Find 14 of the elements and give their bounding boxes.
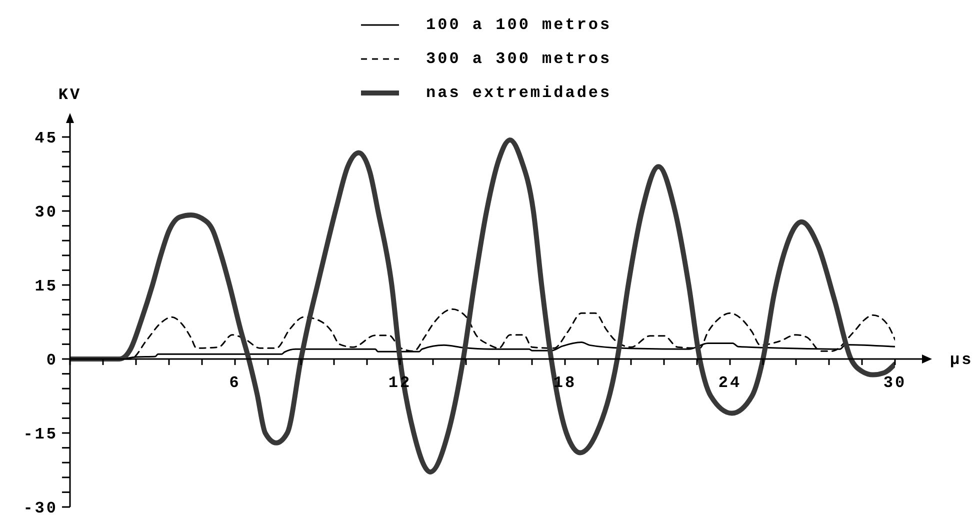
y-tick-label: 45: [34, 130, 58, 148]
y-tick-label: 15: [34, 278, 58, 296]
y-tick-label: -15: [23, 426, 58, 444]
y-tick-label: 0: [46, 352, 58, 370]
legend-label: nas extremidades: [426, 84, 612, 102]
legend-label: 300 a 300 metros: [426, 50, 612, 68]
x-tick-label: 6: [229, 374, 241, 392]
y-axis-title: KV: [58, 86, 82, 104]
y-tick-label: 30: [34, 204, 58, 222]
legend-label: 100 a 100 metros: [426, 16, 612, 34]
x-tick-label: 24: [718, 374, 742, 392]
x-axis-title: µs: [950, 351, 974, 369]
x-tick-label: 30: [883, 374, 907, 392]
y-tick-label: -30: [23, 500, 58, 515]
